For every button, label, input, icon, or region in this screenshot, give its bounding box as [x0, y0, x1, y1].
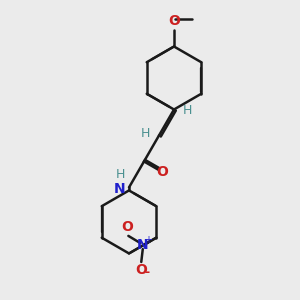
Text: N: N: [114, 182, 125, 196]
Text: -: -: [144, 266, 149, 279]
Text: O: O: [135, 263, 147, 278]
Text: H: H: [141, 128, 150, 140]
Text: N: N: [137, 238, 148, 253]
Text: +: +: [144, 235, 152, 245]
Text: O: O: [121, 220, 133, 234]
Text: O: O: [156, 165, 168, 179]
Text: H: H: [116, 168, 125, 181]
Text: H: H: [182, 104, 192, 118]
Text: O: O: [168, 14, 180, 28]
